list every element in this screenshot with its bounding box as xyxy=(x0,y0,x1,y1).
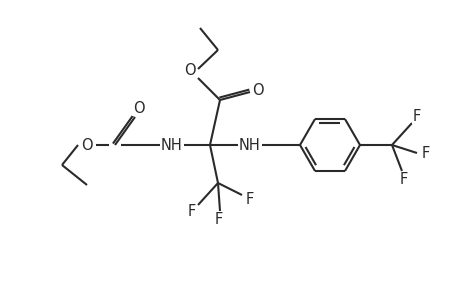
Text: O: O xyxy=(252,82,263,98)
Text: O: O xyxy=(184,62,196,77)
Text: O: O xyxy=(81,137,93,152)
Text: NH: NH xyxy=(239,137,260,152)
Text: F: F xyxy=(187,205,196,220)
Text: F: F xyxy=(399,172,407,188)
Text: F: F xyxy=(214,212,223,227)
Text: F: F xyxy=(246,193,253,208)
Text: F: F xyxy=(412,109,420,124)
Text: O: O xyxy=(133,100,145,116)
Text: F: F xyxy=(421,146,429,160)
Text: NH: NH xyxy=(161,137,183,152)
